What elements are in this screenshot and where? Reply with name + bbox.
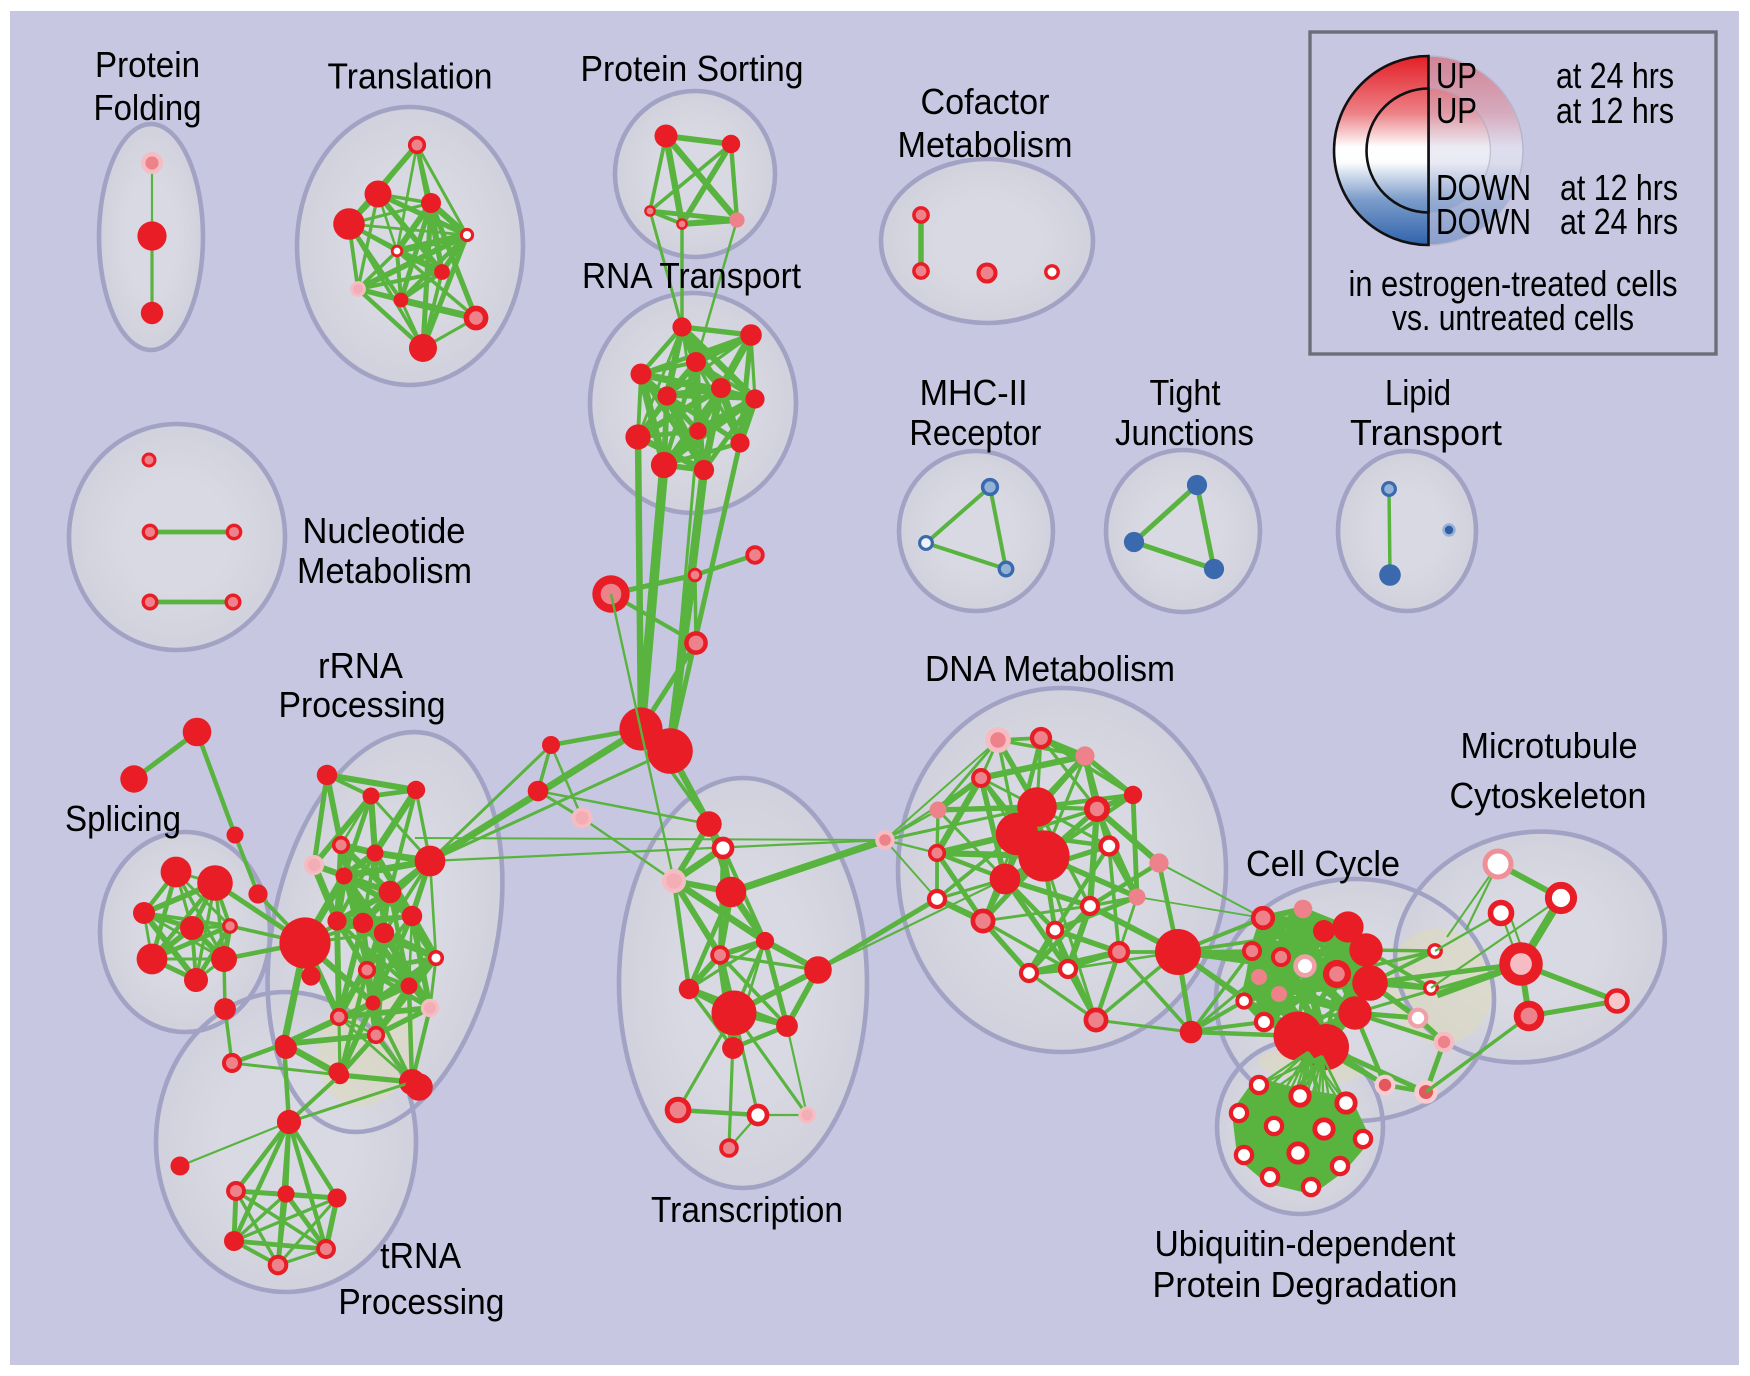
- svg-text:at 24 hrs: at 24 hrs: [1556, 55, 1674, 96]
- svg-text:Protein Degradation: Protein Degradation: [1153, 1264, 1458, 1305]
- svg-text:Folding: Folding: [94, 87, 202, 128]
- svg-text:Protein: Protein: [95, 44, 200, 85]
- svg-text:Processing: Processing: [279, 684, 446, 725]
- svg-text:Nucleotide: Nucleotide: [303, 510, 466, 551]
- svg-text:Cytoskeleton: Cytoskeleton: [1450, 775, 1647, 816]
- svg-text:Protein Sorting: Protein Sorting: [581, 48, 804, 89]
- svg-text:Metabolism: Metabolism: [297, 550, 472, 591]
- svg-text:rRNA: rRNA: [318, 645, 404, 686]
- svg-text:DOWN: DOWN: [1436, 167, 1531, 208]
- svg-text:Lipid: Lipid: [1385, 372, 1451, 413]
- svg-text:UP: UP: [1436, 55, 1477, 96]
- svg-text:Ubiquitin-dependent: Ubiquitin-dependent: [1155, 1223, 1456, 1264]
- svg-text:Metabolism: Metabolism: [898, 124, 1073, 165]
- svg-text:Cell Cycle: Cell Cycle: [1246, 843, 1400, 884]
- svg-text:Splicing: Splicing: [65, 798, 181, 839]
- svg-text:vs. untreated cells: vs. untreated cells: [1392, 297, 1634, 338]
- svg-text:DOWN: DOWN: [1436, 201, 1531, 242]
- svg-text:Junctions: Junctions: [1115, 412, 1254, 453]
- svg-text:RNA Transport: RNA Transport: [582, 255, 801, 296]
- svg-text:MHC-II: MHC-II: [920, 372, 1028, 413]
- svg-text:Cofactor: Cofactor: [921, 81, 1050, 122]
- svg-text:Tight: Tight: [1150, 372, 1221, 413]
- svg-text:at 12 hrs: at 12 hrs: [1560, 167, 1678, 208]
- svg-text:in estrogen-treated cells: in estrogen-treated cells: [1349, 263, 1678, 304]
- svg-text:tRNA: tRNA: [380, 1235, 462, 1276]
- svg-text:Translation: Translation: [328, 56, 493, 97]
- svg-text:Microtubule: Microtubule: [1461, 725, 1638, 766]
- svg-text:at 24 hrs: at 24 hrs: [1560, 201, 1678, 242]
- svg-text:Processing: Processing: [338, 1281, 504, 1322]
- svg-text:at 12 hrs: at 12 hrs: [1556, 90, 1674, 131]
- svg-text:UP: UP: [1436, 90, 1477, 131]
- svg-text:DNA Metabolism: DNA Metabolism: [925, 648, 1175, 689]
- svg-text:Receptor: Receptor: [909, 412, 1041, 453]
- svg-text:Transport: Transport: [1350, 412, 1502, 453]
- svg-text:Transcription: Transcription: [651, 1189, 843, 1230]
